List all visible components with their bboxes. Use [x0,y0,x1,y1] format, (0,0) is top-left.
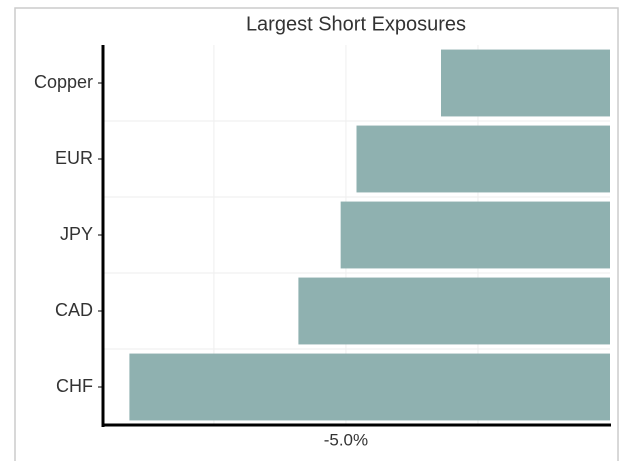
bar [356,125,610,193]
frame [14,7,619,461]
y-tick-label: CAD [55,300,93,320]
bar [441,49,610,117]
bar [129,353,610,421]
y-tick-label: Copper [34,72,93,92]
chart-title: Largest Short Exposures [246,13,466,35]
x-tick-label: -5.0% [324,430,368,449]
y-tick-label: EUR [55,148,93,168]
y-tick-label: JPY [60,224,93,244]
bar [340,201,610,269]
y-tick-label: CHF [56,376,93,396]
bar [298,277,610,345]
